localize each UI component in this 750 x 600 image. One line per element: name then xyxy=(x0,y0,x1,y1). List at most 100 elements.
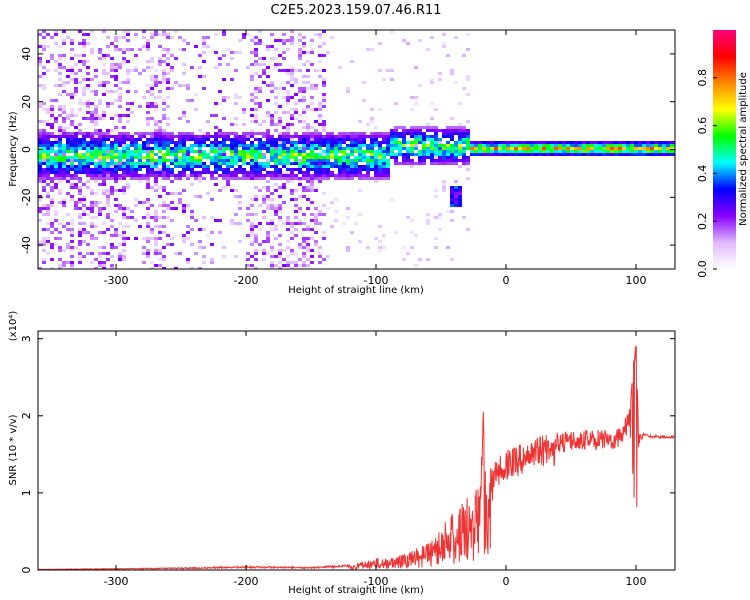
heatmap-cell xyxy=(218,174,222,177)
heatmap-cell xyxy=(354,156,358,159)
heatmap-cell xyxy=(302,186,306,189)
heatmap-cell xyxy=(62,111,66,114)
heatmap-cell xyxy=(38,174,42,177)
heatmap-cell xyxy=(82,78,86,81)
heatmap-cell xyxy=(446,159,450,162)
heatmap-cell xyxy=(54,156,58,159)
heatmap-cell xyxy=(218,90,222,93)
heatmap-cell xyxy=(290,261,294,264)
heatmap-cell xyxy=(418,84,422,87)
heatmap-cell xyxy=(606,144,610,147)
heatmap-cell xyxy=(202,156,206,159)
heatmap-cell xyxy=(246,234,250,237)
heatmap-cell xyxy=(86,105,90,108)
heatmap-cell xyxy=(278,132,282,135)
heatmap-cell xyxy=(70,174,74,177)
heatmap-cell xyxy=(166,207,170,210)
heatmap-cell xyxy=(298,246,302,249)
heatmap-cell xyxy=(154,174,158,177)
heatmap-cell xyxy=(78,165,82,168)
heatmap-cell xyxy=(110,189,114,192)
heatmap-cell xyxy=(498,150,502,153)
heatmap-cell xyxy=(290,108,294,111)
heatmap-cell xyxy=(110,267,114,269)
heatmap-cell xyxy=(94,171,98,174)
heatmap-cell xyxy=(266,150,270,153)
heatmap-cell xyxy=(450,117,454,120)
heatmap-cell xyxy=(206,120,210,123)
heatmap-cell xyxy=(74,114,78,117)
heatmap-cell xyxy=(166,216,170,219)
heatmap-cell xyxy=(314,231,318,234)
heatmap-cell xyxy=(450,147,454,150)
heatmap-cell xyxy=(206,234,210,237)
heatmap-cell xyxy=(334,174,338,177)
heatmap-cell xyxy=(214,150,218,153)
heatmap-cell xyxy=(286,168,290,171)
y-tick-label: 20 xyxy=(20,95,33,109)
heatmap-cell xyxy=(90,135,94,138)
heatmap-cell xyxy=(314,129,318,132)
heatmap-cell xyxy=(598,144,602,147)
heatmap-cell xyxy=(146,120,150,123)
heatmap-cell xyxy=(110,66,114,69)
heatmap-cell xyxy=(322,120,326,123)
heatmap-cell xyxy=(386,69,390,72)
heatmap-cell xyxy=(382,156,386,159)
heatmap-cell xyxy=(486,147,490,150)
heatmap-cell xyxy=(198,141,202,144)
heatmap-cell xyxy=(550,141,554,144)
heatmap-cell xyxy=(118,117,122,120)
heatmap-cell xyxy=(194,135,198,138)
heatmap-cell xyxy=(274,183,278,186)
heatmap-cell xyxy=(162,189,166,192)
heatmap-cell xyxy=(358,165,362,168)
heatmap-cell xyxy=(98,51,102,54)
heatmap-cell xyxy=(254,153,258,156)
heatmap-cell xyxy=(290,231,294,234)
heatmap-cell xyxy=(42,75,46,78)
heatmap-cell xyxy=(254,240,258,243)
heatmap-cell xyxy=(274,225,278,228)
heatmap-cell xyxy=(134,165,138,168)
heatmap-cell xyxy=(86,84,90,87)
heatmap-cell xyxy=(254,213,258,216)
heatmap-cell xyxy=(522,147,526,150)
heatmap-cell xyxy=(98,177,102,180)
heatmap-cell xyxy=(222,177,226,180)
heatmap-cell xyxy=(158,156,162,159)
heatmap-cell xyxy=(318,54,322,57)
heatmap-cell xyxy=(42,237,46,240)
heatmap-cell xyxy=(82,165,86,168)
heatmap-cell xyxy=(378,240,382,243)
heatmap-cell xyxy=(86,156,90,159)
heatmap-cell xyxy=(118,156,122,159)
heatmap-cell xyxy=(114,147,118,150)
heatmap-cell xyxy=(38,168,42,171)
heatmap-cell xyxy=(174,81,178,84)
heatmap-cell xyxy=(242,153,246,156)
heatmap-cell xyxy=(298,219,302,222)
heatmap-cell xyxy=(258,165,262,168)
heatmap-cell xyxy=(58,189,62,192)
heatmap-cell xyxy=(38,129,42,132)
heatmap-cell xyxy=(170,150,174,153)
y-tick-label: 2 xyxy=(20,412,33,419)
heatmap-cell xyxy=(274,63,278,66)
heatmap-cell xyxy=(38,198,42,201)
heatmap-cell xyxy=(166,174,170,177)
heatmap-cell xyxy=(222,255,226,258)
heatmap-cell xyxy=(270,207,274,210)
heatmap-cell xyxy=(374,135,378,138)
heatmap-cell xyxy=(106,189,110,192)
heatmap-cell xyxy=(322,159,326,162)
heatmap-cell xyxy=(458,129,462,132)
heatmap-cell xyxy=(274,174,278,177)
heatmap-cell xyxy=(294,159,298,162)
heatmap-cell xyxy=(374,138,378,141)
heatmap-cell xyxy=(518,150,522,153)
heatmap-cell xyxy=(62,105,66,108)
heatmap-cell xyxy=(138,135,142,138)
heatmap-cell xyxy=(258,171,262,174)
heatmap-cell xyxy=(78,222,82,225)
